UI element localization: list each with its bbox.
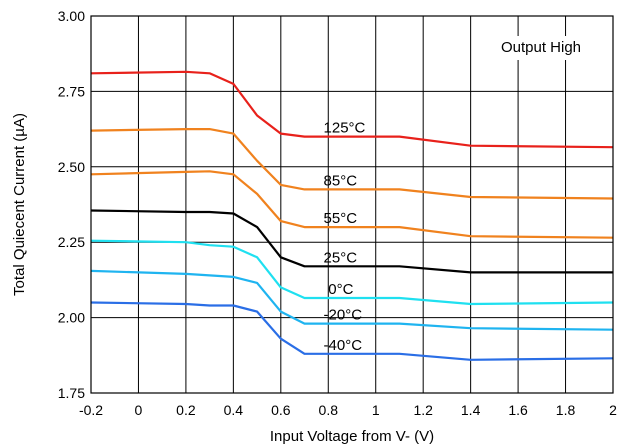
y-tick-label: 2.00 <box>58 310 85 326</box>
x-tick-label: -0.2 <box>79 402 103 418</box>
x-axis-title: Input Voltage from V- (V) <box>270 428 434 445</box>
series-line <box>90 209 613 274</box>
annotation-output-high: Output High <box>501 39 581 56</box>
series-line <box>90 269 614 331</box>
y-tick-label: 3.00 <box>58 8 85 24</box>
series-label: 55°C <box>324 210 358 227</box>
series-label: -20°C <box>324 307 363 324</box>
y-tick-label: 2.25 <box>58 234 85 250</box>
tick-labels: -0.2 0 0.2 0.4 0.6 0.8 1 1.2 1.4 1.6 1.8 2 1.75 2.00 2… <box>58 8 617 418</box>
y-tick-label: 2.75 <box>58 83 85 99</box>
x-tick-label: 0.6 <box>271 402 291 418</box>
x-tick-label: 1.2 <box>413 402 433 418</box>
plot-frame <box>90 15 614 394</box>
series-label: 85°C <box>324 172 358 189</box>
series-line <box>90 70 614 149</box>
x-tick-label: 1.4 <box>461 402 481 418</box>
annotation-background <box>485 36 597 60</box>
series-line <box>90 128 614 200</box>
series-line <box>90 170 614 239</box>
series-label: -40°C <box>324 337 363 354</box>
y-tick-label: 2.50 <box>58 159 85 175</box>
series-label: 125°C <box>324 120 366 137</box>
series-line <box>90 239 614 306</box>
series-label: 25°C <box>324 249 358 266</box>
series-lines <box>90 70 614 361</box>
x-tick-label: 1.8 <box>556 402 576 418</box>
series-label: 0°C <box>328 281 353 298</box>
y-axis-title: Total Quiecent Current (µA) <box>11 113 28 296</box>
x-tick-label: 0.8 <box>319 402 339 418</box>
x-tick-label: 2 <box>609 402 617 418</box>
x-tick-label: 0.4 <box>224 402 244 418</box>
x-tick-label: 0 <box>135 402 143 418</box>
series-line <box>90 301 614 361</box>
x-tick-label: 1 <box>372 402 380 418</box>
x-tick-label: 0.2 <box>176 402 196 418</box>
series-labels: 125°C 85°C 55°C 25°C 0°C -20°C -40°C <box>324 120 366 354</box>
y-tick-label: 1.75 <box>58 385 85 401</box>
x-tick-label: 1.6 <box>508 402 528 418</box>
